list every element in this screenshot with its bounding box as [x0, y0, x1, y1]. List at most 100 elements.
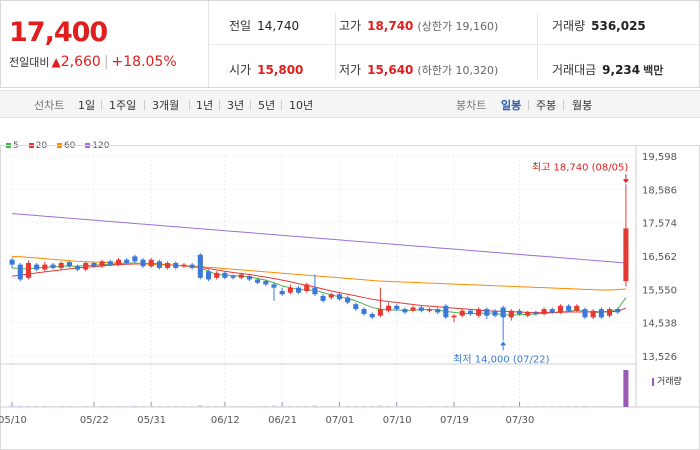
- low-arrowhead-icon: [500, 341, 507, 346]
- candle-body: [353, 304, 359, 310]
- stats-row-divider: [209, 44, 699, 45]
- high-annotation: 최고 18,740 (08/05): [532, 161, 628, 173]
- candle-body: [17, 264, 23, 280]
- x-tick-label: 07/10: [383, 415, 412, 426]
- candle-body: [263, 281, 269, 285]
- volume-bar: [418, 406, 424, 407]
- candle-body: [214, 272, 220, 278]
- range-10y-button[interactable]: 10년: [289, 99, 314, 112]
- volume-bar: [107, 406, 113, 407]
- range-1y-button[interactable]: 1년: [196, 99, 214, 112]
- low-annotation: 최저 14,000 (07/22): [453, 353, 549, 365]
- x-tick-label: 05/10: [0, 415, 27, 426]
- toolbar-separator: [281, 100, 282, 110]
- candle-body: [459, 310, 465, 316]
- toolbar-separator: [189, 100, 190, 110]
- volume-bar: [287, 406, 293, 407]
- x-tick-label: 07/01: [325, 415, 354, 426]
- high-arrowhead-icon: [622, 179, 629, 184]
- candle-body: [336, 294, 342, 300]
- ma-line-5: [12, 262, 627, 316]
- volume-bar: [132, 405, 138, 407]
- candle-body: [42, 264, 48, 270]
- volume-bar: [173, 406, 179, 407]
- toolbar-separator: [563, 100, 564, 110]
- range-3y-button[interactable]: 3년: [227, 99, 245, 112]
- y-tick-label: 14,538: [642, 319, 677, 330]
- period-monthly-button[interactable]: 월봉: [572, 99, 593, 112]
- candle-body: [451, 315, 457, 318]
- stat-label: 시가: [229, 63, 252, 77]
- stat-value: 9,234: [602, 63, 641, 77]
- volume-bar: [296, 406, 302, 407]
- candle-body: [230, 276, 236, 278]
- stat-turnover: 거래대금 9,234 백만: [552, 61, 663, 78]
- candle-body: [607, 309, 613, 316]
- range-3m-button[interactable]: 3개월: [152, 99, 180, 112]
- candle-body: [9, 259, 15, 265]
- volume-bar: [99, 405, 105, 407]
- candle-body: [443, 305, 449, 318]
- stat-sub: (상한가 19,160): [417, 20, 499, 33]
- change-row: 전일대비 ▲2,660 | +18.05%: [9, 54, 177, 70]
- candle-body: [140, 259, 146, 267]
- candle-body: [500, 307, 506, 318]
- candle-body: [549, 309, 555, 313]
- candle-body: [205, 271, 212, 280]
- volume-bar: [263, 405, 269, 407]
- x-tick-label: 05/31: [137, 415, 166, 426]
- volume-label: 거래량: [657, 377, 682, 387]
- x-tick-label: 05/22: [80, 415, 109, 426]
- candle-body: [361, 309, 367, 315]
- chart-toolbar: 선차트 1일 1주일 3개월 1년 3년 5년 10년 봉차트 일봉 주봉 월봉: [0, 90, 700, 118]
- candle-body: [238, 274, 244, 278]
- stat-value: 15,640: [367, 63, 414, 77]
- stat-label: 거래량: [552, 19, 586, 33]
- y-tick-label: 15,550: [642, 285, 677, 296]
- candle-body: [75, 266, 81, 270]
- volume-bar: [205, 405, 212, 407]
- volume-bar: [451, 406, 457, 407]
- volume-bar: [607, 406, 613, 407]
- volume-bar: [181, 406, 187, 407]
- volume-bar: [361, 406, 367, 407]
- volume-bar: [426, 406, 433, 407]
- candle-body: [492, 310, 498, 316]
- candle-body: [377, 309, 383, 316]
- period-daily-button[interactable]: 일봉: [501, 99, 522, 112]
- candle-body: [467, 310, 473, 315]
- candle-body: [34, 264, 40, 270]
- stat-prev-close: 전일 14,740: [229, 17, 299, 34]
- stat-sub: (하한가 10,320): [417, 64, 499, 77]
- volume-bar: [75, 406, 81, 407]
- candle-body: [246, 276, 252, 280]
- candle-chart-label: 봉차트: [456, 99, 487, 112]
- candle-body: [345, 297, 351, 303]
- volume-bar: [140, 405, 146, 407]
- stat-volume: 거래량 536,025: [552, 17, 646, 34]
- candle-body: [148, 259, 154, 267]
- volume-bar: [197, 405, 203, 407]
- volume-bar: [255, 406, 261, 407]
- range-5y-button[interactable]: 5년: [258, 99, 276, 112]
- volume-bar: [574, 406, 580, 407]
- volume-bar: [246, 406, 252, 407]
- volume-bar: [34, 406, 40, 407]
- volume-swatch: [652, 377, 654, 386]
- volume-bar: [189, 406, 195, 407]
- stat-unit: 백만: [643, 64, 664, 77]
- range-1w-button[interactable]: 1주일: [109, 99, 137, 112]
- stat-open: 시가 15,800: [229, 61, 303, 78]
- candle-body: [287, 287, 293, 293]
- y-tick-label: 19,598: [642, 152, 677, 163]
- range-1d-button[interactable]: 1일: [78, 99, 96, 112]
- volume-bar: [549, 406, 555, 407]
- period-weekly-button[interactable]: 주봉: [536, 99, 557, 112]
- stat-label: 거래대금: [552, 63, 597, 77]
- volume-bar: [353, 405, 359, 407]
- change-separator: |: [103, 54, 109, 70]
- volume-bar: [230, 406, 236, 407]
- price-chart[interactable]: 19,598 18,586 17,574 16,562 15,550 14,538 13,5…: [0, 145, 700, 450]
- volume-bar: [279, 405, 285, 407]
- volume-bar: [402, 406, 408, 407]
